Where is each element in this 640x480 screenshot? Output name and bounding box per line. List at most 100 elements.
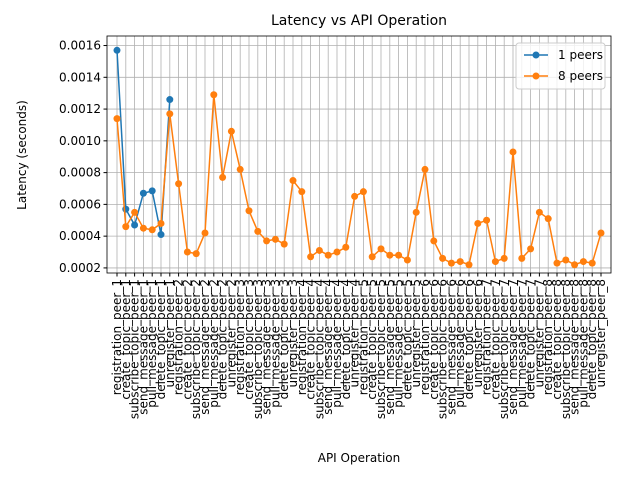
y-tick-label: 0.0016 [59,39,101,53]
legend-marker [532,72,540,80]
chart-title: Latency vs API Operation [271,13,447,29]
data-point [553,259,561,267]
data-point [113,46,121,54]
x-tick-label: pull_message_peer_7 [515,279,529,408]
data-point [324,251,332,259]
x-tick-label: delete_topic_peer_5 [400,279,414,399]
data-point [280,240,288,248]
x-tick-label: send_message_peer_6 [444,279,458,415]
y-tick-label: 0.0014 [59,70,101,84]
y-tick-label: 0.0008 [59,166,101,180]
data-point [447,259,455,267]
x-tick-label: delete_topic_peer_2 [216,279,230,399]
data-point [245,207,253,215]
data-point [157,219,165,227]
data-point [131,221,139,229]
data-point [183,248,191,256]
x-tick-label: subscribe_topic_peer_5 [374,279,388,419]
x-tick-label: registration_peer_7 [480,279,494,395]
x-tick-label: subscribe_topic_peer_4 [312,279,326,419]
data-point [395,251,403,259]
data-point [219,173,227,181]
x-tick-label: unregister_peer_8 [594,279,608,387]
x-tick-label: unregister_peer_3 [286,279,300,387]
x-tick-label: create_topic_peer_8 [550,279,564,400]
data-point [148,226,156,234]
data-point [544,215,552,223]
data-point [289,177,297,185]
data-point [359,188,367,196]
data-point [562,256,570,264]
data-point [368,253,376,261]
x-tick-label: pull_message_peer_1 [145,279,159,408]
x-tick-label: pull_message_peer_6 [453,279,467,408]
x-tick-label: delete_topic_peer_8 [585,279,599,399]
data-point [166,110,174,118]
x-tick-label: registration_peer_1 [110,279,124,395]
x-tick-label: subscribe_topic_peer_3 [251,279,265,419]
x-tick-label: pull_message_peer_4 [330,279,344,408]
x-tick-label: registration_peer_3 [233,279,247,395]
data-point [148,187,156,195]
data-point [254,227,262,235]
data-point [307,253,315,261]
data-point [175,180,183,188]
x-tick-label: create_topic_peer_4 [304,279,318,400]
data-point [315,246,323,254]
x-tick-label: delete_topic_peer_6 [462,279,476,399]
y-tick-label: 0.0012 [59,102,101,116]
data-point [483,216,491,224]
x-tick-label: send_message_peer_7 [506,279,520,415]
x-tick-label: send_message_peer_2 [198,279,212,415]
data-point [236,165,244,173]
data-point [377,245,385,253]
x-tick-label: registration_peer_6 [418,279,432,395]
y-tick-label: 0.0010 [59,134,101,148]
y-axis-label: Latency (seconds) [15,100,29,210]
x-tick-label: registration_peer_4 [295,279,309,395]
data-point [210,91,218,99]
x-tick-label: create_topic_peer_1 [119,279,133,400]
x-tick-label: unregister_peer_6 [471,279,485,387]
x-tick-label: delete_topic_peer_7 [524,279,538,399]
data-point [122,205,130,213]
data-point [342,243,350,251]
data-point [403,256,411,264]
data-point [491,258,499,266]
x-tick-label: unregister_peer_7 [532,279,546,387]
data-point [509,148,517,156]
data-point [597,229,605,237]
x-tick-label: create_topic_peer_2 [180,279,194,400]
data-point [535,208,543,216]
data-point [430,237,438,245]
legend-label: 1 peers [558,48,603,62]
x-tick-label: registration_peer_5 [356,279,370,395]
data-point [456,258,464,266]
data-point [192,250,200,258]
x-tick-label: create_topic_peer_6 [427,279,441,400]
data-point [571,261,579,269]
x-tick-label: send_message_peer_5 [383,279,397,415]
x-axis-label: API Operation [318,451,401,465]
data-point [113,115,121,123]
x-tick-label: registration_peer_8 [541,279,555,395]
x-tick-label: subscribe_topic_peer_1 [128,279,142,419]
x-tick-label: subscribe_topic_peer_6 [436,279,450,419]
data-point [333,248,341,256]
series-line [116,94,602,266]
data-point [386,251,394,259]
x-tick-label: subscribe_topic_peer_2 [189,279,203,419]
x-tick-label: send_message_peer_4 [321,279,335,415]
x-tick-label: delete_topic_peer_1 [154,279,168,399]
data-point [579,258,587,266]
plot-frame [106,35,612,274]
x-tick-label: send_message_peer_3 [260,279,274,415]
data-point [500,254,508,262]
x-tick-label: delete_topic_peer_4 [339,279,353,399]
x-tick-label: send_message_peer_8 [568,279,582,415]
data-point [527,245,535,253]
data-point [351,192,359,200]
x-tick-label: registration_peer_2 [172,279,186,395]
x-tick-label: subscribe_topic_peer_8 [559,279,573,419]
data-point [518,254,526,262]
